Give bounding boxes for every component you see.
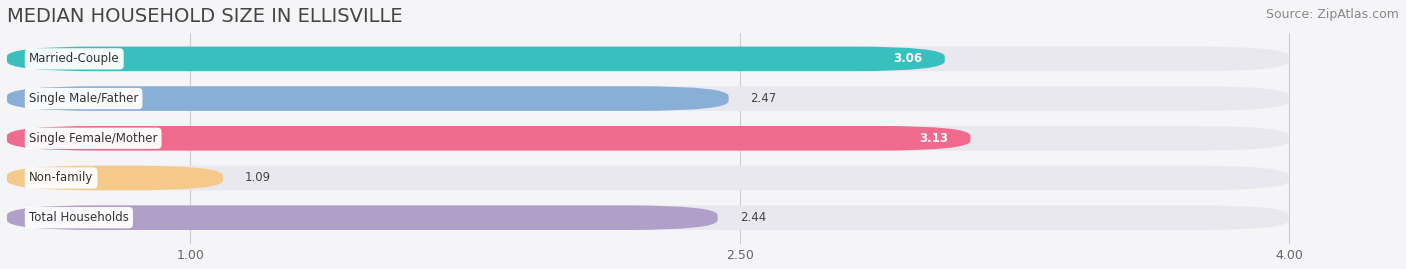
FancyBboxPatch shape [7, 206, 1289, 230]
FancyBboxPatch shape [7, 47, 1289, 71]
Text: Non-family: Non-family [30, 171, 93, 185]
FancyBboxPatch shape [7, 86, 728, 111]
Text: Single Male/Father: Single Male/Father [30, 92, 138, 105]
FancyBboxPatch shape [7, 47, 945, 71]
FancyBboxPatch shape [7, 166, 224, 190]
Text: Single Female/Mother: Single Female/Mother [30, 132, 157, 145]
FancyBboxPatch shape [7, 126, 1289, 151]
Text: Total Households: Total Households [30, 211, 129, 224]
Text: Source: ZipAtlas.com: Source: ZipAtlas.com [1265, 8, 1399, 21]
Text: 3.13: 3.13 [920, 132, 949, 145]
FancyBboxPatch shape [7, 206, 717, 230]
FancyBboxPatch shape [7, 86, 1289, 111]
FancyBboxPatch shape [7, 126, 970, 151]
FancyBboxPatch shape [7, 166, 1289, 190]
Text: Married-Couple: Married-Couple [30, 52, 120, 65]
Text: 2.44: 2.44 [740, 211, 766, 224]
Text: 2.47: 2.47 [751, 92, 778, 105]
Text: MEDIAN HOUSEHOLD SIZE IN ELLISVILLE: MEDIAN HOUSEHOLD SIZE IN ELLISVILLE [7, 7, 402, 26]
Text: 3.06: 3.06 [894, 52, 922, 65]
Text: 1.09: 1.09 [245, 171, 271, 185]
